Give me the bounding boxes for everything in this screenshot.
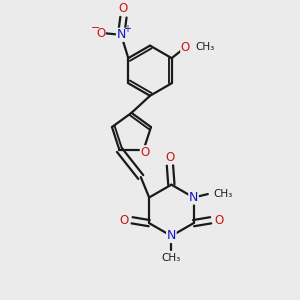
Text: CH₃: CH₃ bbox=[162, 253, 181, 263]
Text: O: O bbox=[96, 27, 105, 40]
Text: CH₃: CH₃ bbox=[195, 42, 214, 52]
Text: CH₃: CH₃ bbox=[214, 189, 233, 199]
Text: O: O bbox=[119, 2, 128, 15]
Text: −: − bbox=[91, 23, 100, 33]
Text: O: O bbox=[181, 41, 190, 54]
Text: O: O bbox=[119, 214, 129, 227]
Text: N: N bbox=[167, 230, 176, 242]
Text: N: N bbox=[116, 28, 126, 41]
Text: N: N bbox=[189, 191, 198, 204]
Text: O: O bbox=[140, 146, 150, 159]
Text: O: O bbox=[214, 214, 223, 227]
Text: +: + bbox=[123, 23, 131, 34]
Text: O: O bbox=[165, 151, 175, 164]
